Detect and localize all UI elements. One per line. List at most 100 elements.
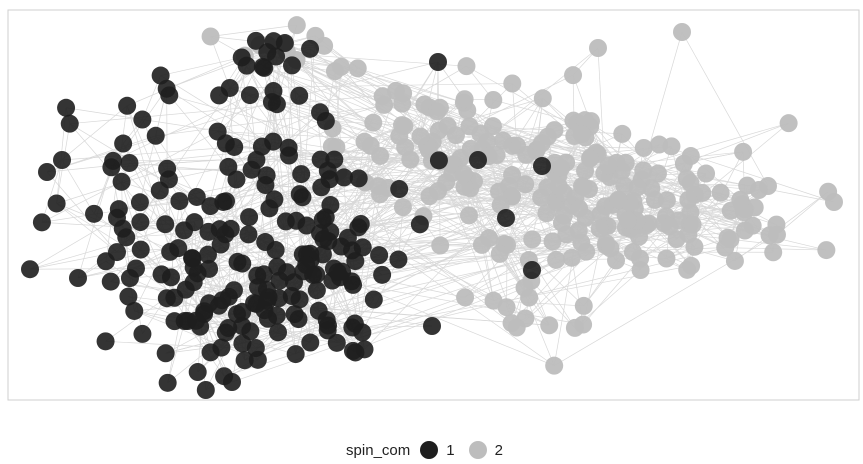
network-edge	[531, 280, 576, 329]
network-node-community-2	[411, 127, 430, 146]
network-node-community-1	[175, 312, 194, 331]
network-node-community-1	[279, 138, 298, 157]
network-node-community-1	[133, 324, 152, 343]
network-edge	[298, 95, 302, 175]
network-node-community-1	[233, 317, 252, 336]
network-node-community-2	[679, 190, 698, 209]
network-edge	[467, 109, 591, 158]
network-node-community-2	[721, 230, 740, 249]
network-node-community-2	[533, 89, 552, 108]
network-edge	[296, 59, 400, 190]
network-edge	[362, 206, 404, 248]
network-node-community-1	[216, 134, 235, 153]
network-node-community-1	[200, 259, 219, 278]
network-edge	[155, 135, 198, 198]
network-node-community-1	[101, 272, 120, 291]
network-node-community-1	[246, 31, 265, 50]
network-node-community-2	[532, 188, 551, 207]
network-node-community-1	[497, 209, 515, 227]
network-edge	[428, 145, 494, 301]
network-node-community-1	[335, 168, 354, 187]
network-node-community-2	[545, 356, 564, 375]
network-node-community-1	[220, 78, 239, 97]
network-node-community-2	[738, 176, 757, 195]
network-node-community-1	[269, 323, 288, 342]
network-node-community-1	[119, 287, 138, 306]
network-node-community-2	[697, 164, 716, 183]
network-node-community-1	[96, 332, 115, 351]
network-edge	[402, 93, 453, 166]
network-edge	[29, 268, 136, 270]
network-node-community-2	[348, 59, 367, 78]
network-node-community-1	[246, 339, 265, 358]
network-edge	[423, 215, 483, 246]
network-node-community-1	[346, 343, 365, 362]
network-node-community-2	[657, 191, 676, 210]
network-node-community-1	[285, 273, 304, 292]
network-node-community-1	[290, 290, 309, 309]
network-edge	[241, 57, 252, 170]
network-node-community-1	[293, 188, 312, 207]
network-node-community-1	[188, 363, 207, 382]
network-node-community-1	[196, 381, 215, 399]
network-node-community-1	[223, 373, 241, 391]
network-node-community-1	[353, 323, 372, 342]
network-node-community-2	[483, 117, 502, 136]
network-node-community-2	[371, 185, 390, 204]
network-node-community-2	[375, 95, 394, 114]
network-node-community-1	[523, 261, 541, 279]
network-edge	[299, 61, 439, 97]
network-node-community-1	[159, 170, 178, 189]
network-node-community-2	[502, 314, 521, 333]
network-node-community-1	[364, 290, 383, 309]
network-edge	[437, 190, 507, 219]
network-node-community-2	[478, 132, 497, 151]
network-node-community-2	[721, 201, 740, 220]
network-node-community-1	[125, 301, 144, 320]
network-node-community-1	[112, 172, 131, 191]
network-node-community-1	[316, 111, 335, 130]
network-node-community-1	[312, 178, 331, 197]
legend-label-2: 2	[494, 441, 503, 459]
network-node-community-2	[460, 206, 479, 225]
network-node-community-1	[240, 86, 259, 105]
network-node-community-1	[353, 238, 372, 257]
network-node-community-2	[393, 198, 412, 217]
network-edge	[169, 146, 337, 253]
network-node-community-2	[667, 230, 686, 249]
network-node-community-1	[53, 151, 71, 169]
network-edge	[437, 61, 526, 185]
network-node-community-1	[151, 66, 170, 85]
network-node-community-1	[133, 110, 152, 129]
network-node-community-1	[227, 170, 246, 189]
network-node-community-2	[547, 250, 566, 269]
legend-item-1: 1	[420, 441, 455, 459]
network-edge	[160, 57, 242, 76]
network-node-community-1	[239, 225, 258, 244]
network-edge	[184, 261, 238, 322]
network-edge	[56, 168, 168, 204]
network-node-community-1	[325, 150, 344, 169]
network-node-community-1	[410, 215, 429, 234]
network-node-community-2	[545, 121, 564, 140]
network-node-community-2	[581, 149, 600, 168]
network-node-community-1	[156, 344, 175, 363]
network-edge	[493, 99, 578, 124]
network-node-community-2	[490, 244, 509, 263]
network-node-community-2	[607, 251, 626, 270]
network-node-community-1	[373, 265, 392, 284]
network-node-community-1	[258, 309, 277, 328]
network-edge	[351, 186, 379, 328]
network-edge	[56, 203, 118, 253]
network-node-community-1	[131, 213, 150, 232]
network-node-community-2	[574, 177, 593, 196]
network-edge	[225, 147, 289, 235]
network-node-community-2	[472, 235, 491, 254]
network-edge	[364, 182, 399, 260]
network-node-community-1	[266, 241, 285, 260]
network-node-community-2	[817, 241, 836, 260]
network-edge	[357, 67, 464, 103]
network-node-community-1	[175, 221, 194, 240]
network-node-community-1	[297, 255, 316, 274]
network-node-community-1	[253, 57, 272, 76]
